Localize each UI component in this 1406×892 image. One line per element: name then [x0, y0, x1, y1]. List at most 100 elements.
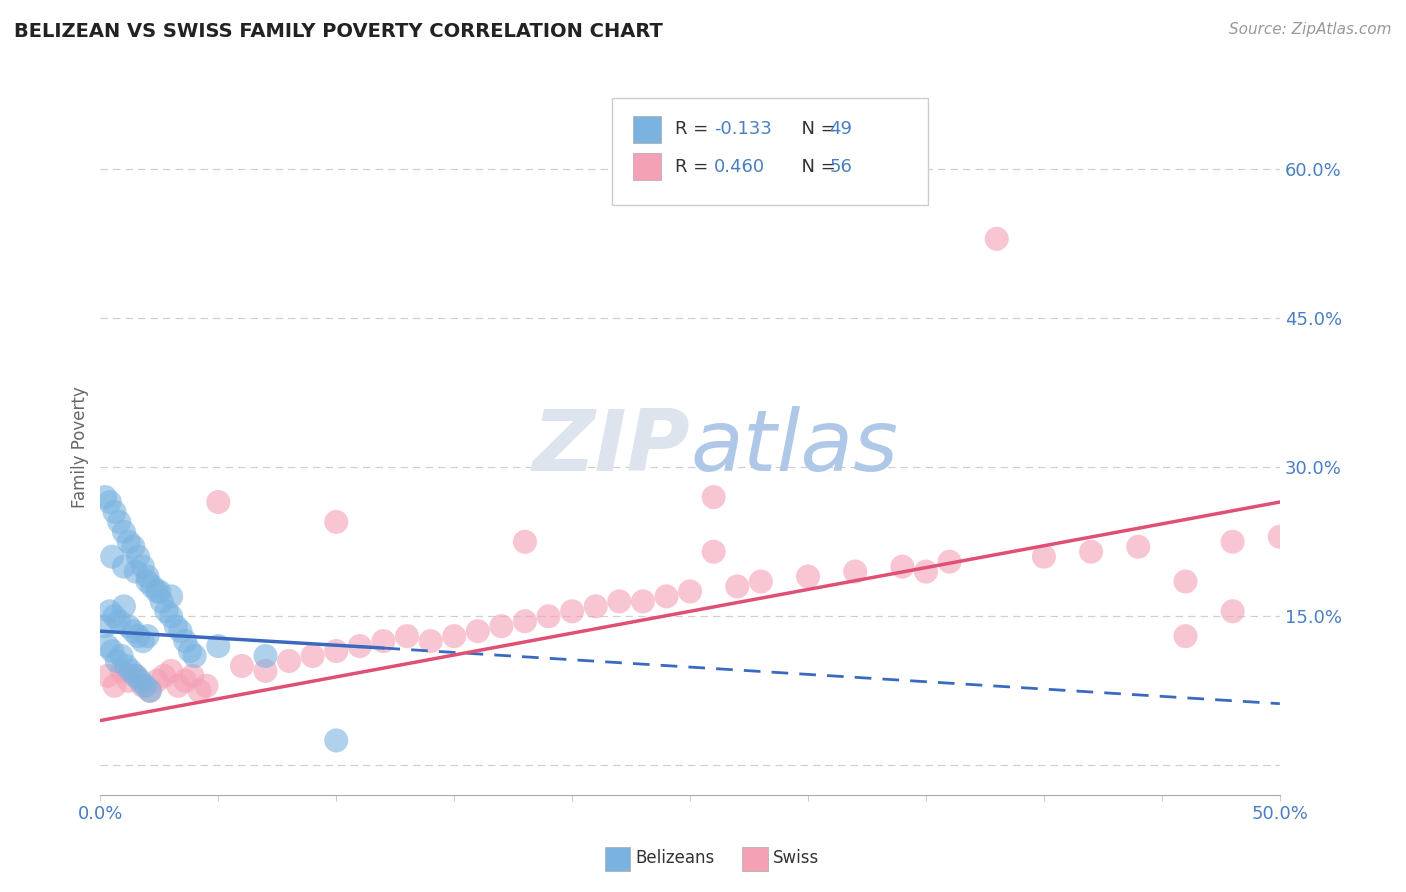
Point [513, 534, 536, 549]
Point [181, 669, 204, 683]
Point [125, 669, 148, 683]
Text: R =: R = [675, 120, 714, 138]
Text: 49: 49 [830, 120, 852, 138]
Point [844, 565, 866, 579]
Point [207, 495, 229, 509]
Point [146, 673, 169, 688]
Point [443, 629, 465, 643]
Point [125, 565, 148, 579]
Point [103, 609, 125, 624]
Point [115, 659, 138, 673]
Point [96, 669, 118, 683]
Text: Source: ZipAtlas.com: Source: ZipAtlas.com [1229, 22, 1392, 37]
Point [167, 679, 190, 693]
Point [148, 584, 170, 599]
Point [120, 664, 142, 678]
Point [537, 609, 560, 624]
Point [1174, 629, 1197, 643]
Point [1174, 574, 1197, 589]
Text: -0.133: -0.133 [714, 120, 772, 138]
Point [797, 569, 820, 583]
Point [110, 664, 132, 678]
Point [118, 534, 141, 549]
Point [679, 584, 702, 599]
Point [561, 604, 583, 618]
Point [491, 619, 513, 633]
Point [1032, 549, 1054, 564]
Point [179, 644, 201, 658]
Point [134, 679, 156, 693]
Text: Swiss: Swiss [773, 849, 820, 867]
Point [174, 673, 197, 688]
Point [725, 579, 748, 593]
Point [891, 559, 914, 574]
Point [139, 683, 162, 698]
Text: atlas: atlas [690, 406, 898, 489]
Point [373, 634, 395, 648]
Point [607, 594, 630, 608]
Point [254, 664, 277, 678]
Point [986, 232, 1008, 246]
Text: ZIP: ZIP [533, 406, 690, 489]
Point [101, 549, 124, 564]
Point [118, 619, 141, 633]
Point [513, 614, 536, 628]
Point [655, 590, 678, 604]
Point [136, 569, 159, 583]
Point [98, 495, 121, 509]
Point [118, 673, 141, 688]
Point [112, 559, 135, 574]
Point [112, 599, 135, 614]
Point [125, 669, 148, 683]
Point [938, 555, 960, 569]
Point [349, 639, 371, 653]
Point [703, 490, 725, 504]
Text: Belizeans: Belizeans [636, 849, 714, 867]
Point [108, 515, 131, 529]
Point [419, 634, 441, 648]
Text: N =: N = [790, 158, 842, 176]
Point [254, 648, 277, 663]
Point [278, 654, 301, 668]
Point [122, 540, 145, 554]
Point [325, 644, 347, 658]
Point [915, 565, 938, 579]
Point [122, 624, 145, 639]
Point [160, 590, 183, 604]
Point [231, 659, 253, 673]
Text: 56: 56 [830, 158, 852, 176]
Text: N =: N = [790, 120, 842, 138]
Point [110, 648, 132, 663]
Point [94, 619, 117, 633]
Point [1222, 604, 1244, 618]
Y-axis label: Family Poverty: Family Poverty [72, 386, 89, 508]
Point [749, 574, 772, 589]
Point [195, 679, 218, 693]
Point [105, 654, 128, 668]
Point [1268, 530, 1291, 544]
Point [150, 594, 173, 608]
Point [188, 683, 211, 698]
Point [174, 634, 197, 648]
Point [155, 604, 177, 618]
Point [631, 594, 654, 608]
Point [1128, 540, 1150, 554]
Point [141, 579, 163, 593]
Point [160, 609, 183, 624]
Point [169, 624, 191, 639]
Point [132, 634, 155, 648]
Point [146, 584, 169, 599]
Point [127, 549, 149, 564]
Point [207, 639, 229, 653]
Point [96, 639, 118, 653]
Point [103, 505, 125, 519]
Point [103, 679, 125, 693]
Point [160, 664, 183, 678]
Point [585, 599, 607, 614]
Point [94, 490, 117, 504]
Point [325, 515, 347, 529]
Point [112, 524, 135, 539]
Point [101, 644, 124, 658]
Point [132, 679, 155, 693]
Point [127, 629, 149, 643]
